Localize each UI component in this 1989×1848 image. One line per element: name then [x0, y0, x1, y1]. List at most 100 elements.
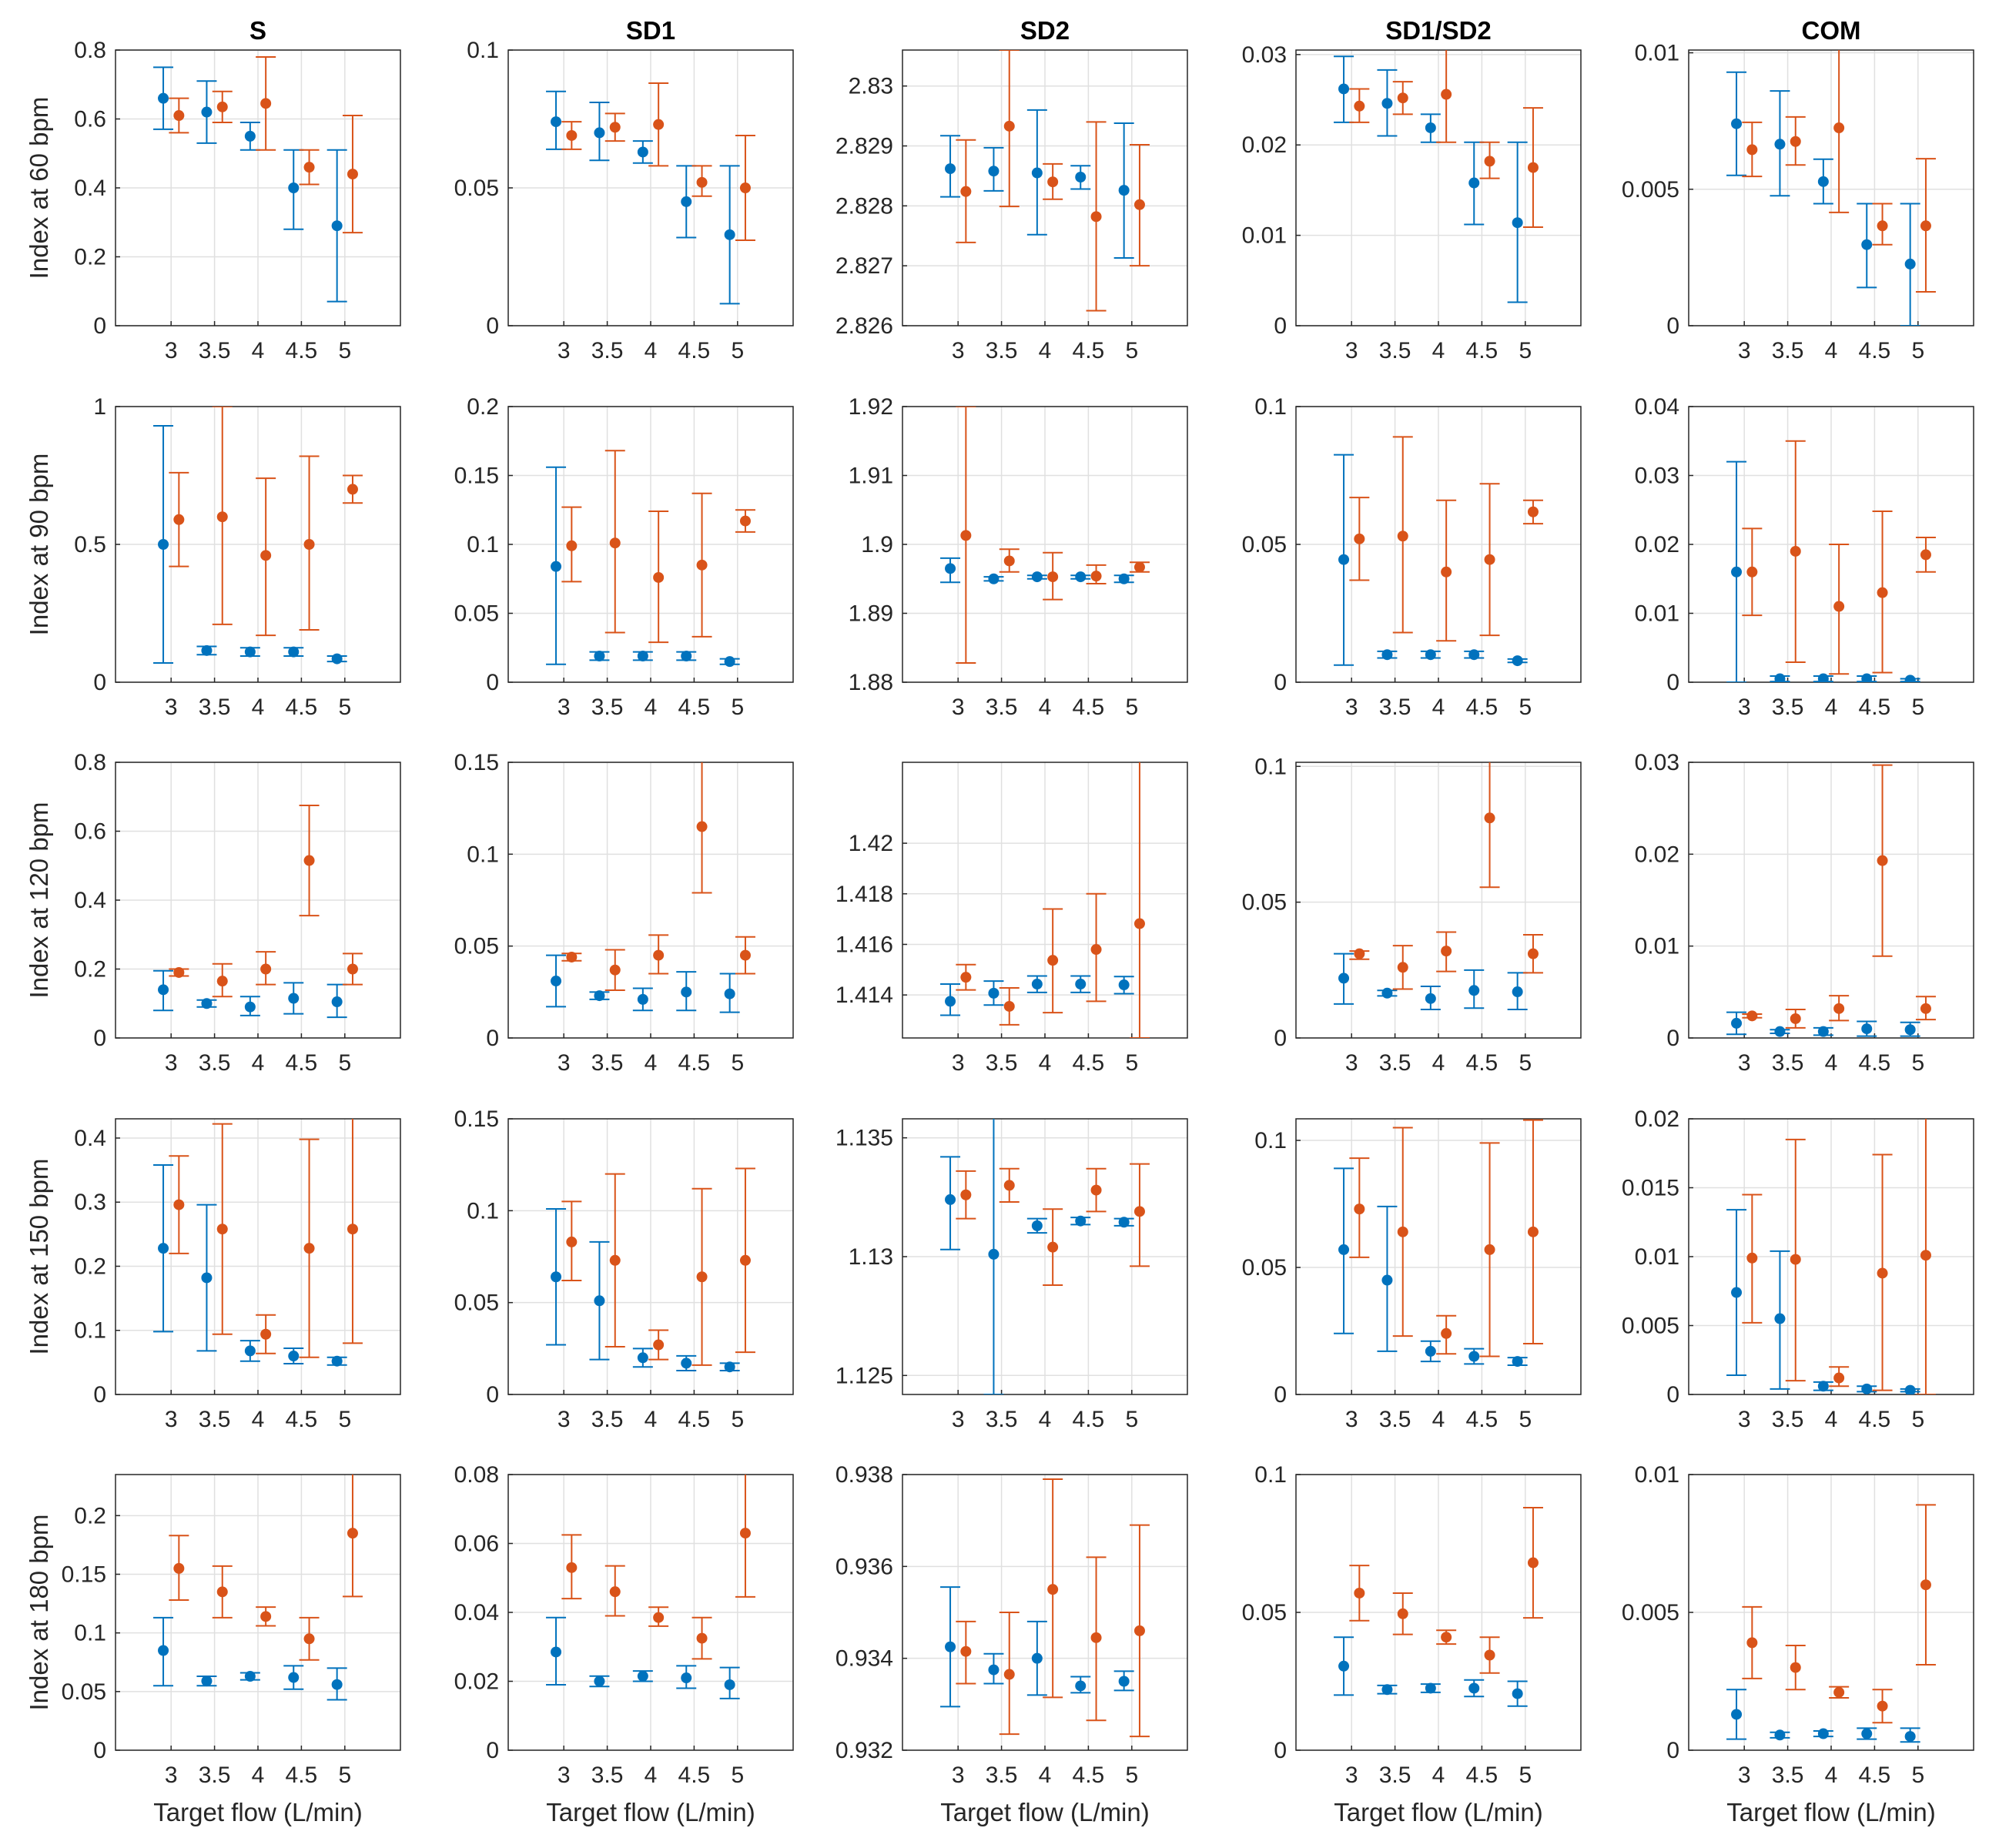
x-tick-label: 4: [645, 1050, 658, 1076]
x-tick-label: 3.5: [1772, 1407, 1804, 1432]
marker-series-2: [1790, 1013, 1801, 1024]
x-tick-label: 5: [338, 338, 351, 363]
marker-series-2: [1441, 1327, 1452, 1339]
marker-series-1: [1861, 1728, 1873, 1739]
data-layer: [1726, 1119, 1936, 1394]
data-layer: [546, 1167, 755, 1373]
x-tick-label: 3.5: [986, 338, 1018, 363]
marker-series-1: [637, 1670, 648, 1682]
marker-series-1: [201, 1272, 213, 1284]
x-tick-label: 4.5: [678, 1763, 711, 1788]
marker-series-1: [988, 166, 1000, 177]
panel-r3-c4: 0 0.005 0.01 0.015 0.02 3 3.5 4 4.5 5: [1622, 1106, 1974, 1432]
x-tick-label: 4.5: [1466, 1050, 1498, 1076]
panel-r4-c1: 0 0.02 0.04 0.06 0.08 3 3.5 4 4.5 5 Target flow (L…: [454, 1462, 794, 1826]
marker-series-1: [945, 1641, 956, 1652]
data-layer: [1726, 764, 1936, 1037]
marker-series-2: [609, 964, 621, 976]
marker-series-1: [1904, 1384, 1916, 1394]
x-tick-label: 4.5: [286, 695, 318, 720]
x-tick-label: 3.5: [199, 338, 231, 363]
x-tick-label: 4.5: [678, 695, 711, 720]
x-tick-label: 3: [952, 1050, 965, 1076]
x-tick-label: 5: [1519, 1763, 1532, 1788]
marker-series-2: [1397, 92, 1408, 104]
y-tick-label: 0: [1274, 670, 1287, 695]
x-tick-label: 3: [558, 338, 571, 363]
x-tick-label: 5: [1911, 1050, 1924, 1076]
panel-title: SD1: [626, 16, 675, 45]
panel-r4-c4: 0 0.005 0.01 3 3.5 4 4.5 5 Target flow (L/min): [1622, 1462, 1974, 1826]
y-tick-label: 0.4: [74, 888, 106, 913]
marker-series-1: [1731, 1709, 1743, 1720]
marker-series-1: [1338, 83, 1350, 95]
y-tick-label: 1.418: [835, 882, 893, 907]
x-axis-label: Target flow (L/min): [1726, 1798, 1935, 1826]
x-tick-label: 4: [1825, 1763, 1838, 1788]
marker-series-1: [551, 561, 562, 572]
y-tick-label: 0.005: [1622, 177, 1679, 203]
marker-series-1: [331, 220, 343, 232]
y-tick-label: 0.04: [454, 1600, 499, 1625]
marker-series-2: [1833, 601, 1845, 612]
y-tick-label: 1.13: [849, 1244, 893, 1270]
panel-title: S: [249, 16, 266, 45]
x-tick-label: 3.5: [1379, 338, 1411, 363]
panel-r0-c2: 2.826 2.827 2.828 2.829 2.83 3 3.5 4 4.5 5 SD2: [835, 16, 1188, 363]
x-tick-label: 4: [1432, 1050, 1445, 1076]
y-tick-label: 0.05: [454, 1291, 499, 1316]
marker-series-1: [288, 646, 300, 658]
marker-series-2: [653, 571, 665, 583]
y-tick-label: 1.42: [849, 831, 893, 856]
panel-r0-c0: 0 0.2 0.4 0.6 0.8 3 3.5 4 4.5 5 S Index at 60 bpm: [25, 16, 401, 363]
marker-series-2: [173, 1199, 185, 1210]
marker-series-1: [1075, 1680, 1087, 1692]
x-tick-label: 4.5: [1073, 1763, 1105, 1788]
marker-series-1: [1075, 1215, 1087, 1227]
y-tick-label: 0.01: [1635, 601, 1679, 627]
x-tick-label: 4: [1432, 338, 1445, 363]
marker-series-2: [303, 162, 315, 173]
marker-series-2: [216, 1224, 228, 1235]
marker-series-2: [609, 1254, 621, 1266]
marker-series-1: [1512, 217, 1523, 229]
x-tick-label: 4: [1825, 695, 1838, 720]
marker-series-2: [960, 530, 972, 541]
panel-r3-c2: 1.125 1.13 1.135 3 3.5 4 4.5 5: [835, 1118, 1188, 1432]
x-tick-label: 3: [1345, 338, 1358, 363]
marker-series-1: [594, 127, 605, 139]
marker-series-1: [1338, 1660, 1350, 1672]
marker-series-2: [1746, 144, 1758, 156]
marker-series-2: [696, 559, 708, 571]
x-tick-label: 3: [165, 1407, 178, 1432]
marker-series-2: [1090, 1632, 1102, 1643]
y-tick-label: 0.8: [74, 38, 106, 63]
marker-series-2: [1484, 156, 1495, 167]
marker-series-1: [681, 196, 692, 207]
marker-series-1: [1425, 1345, 1436, 1357]
marker-series-2: [1397, 1608, 1408, 1619]
marker-series-2: [1790, 136, 1801, 147]
x-tick-label: 4: [1039, 695, 1052, 720]
marker-series-1: [288, 993, 300, 1004]
y-tick-label: 0.05: [1242, 1600, 1287, 1625]
y-tick-label: 0.05: [454, 934, 499, 959]
x-tick-label: 3.5: [1379, 1763, 1411, 1788]
panel-title: COM: [1802, 16, 1861, 45]
marker-series-2: [1790, 1662, 1801, 1673]
marker-series-1: [594, 990, 605, 1002]
marker-series-1: [551, 1646, 562, 1658]
marker-series-2: [1047, 955, 1059, 966]
x-tick-label: 4: [645, 695, 658, 720]
marker-series-2: [653, 1339, 665, 1351]
x-tick-label: 3: [1738, 1407, 1751, 1432]
marker-series-2: [653, 949, 665, 961]
marker-series-2: [566, 1236, 578, 1247]
marker-series-2: [1397, 962, 1408, 973]
x-tick-label: 5: [1519, 695, 1532, 720]
marker-series-2: [653, 119, 665, 130]
marker-series-1: [331, 1679, 343, 1690]
marker-series-1: [594, 1295, 605, 1307]
x-tick-label: 5: [1911, 1763, 1924, 1788]
marker-series-2: [1441, 89, 1452, 100]
